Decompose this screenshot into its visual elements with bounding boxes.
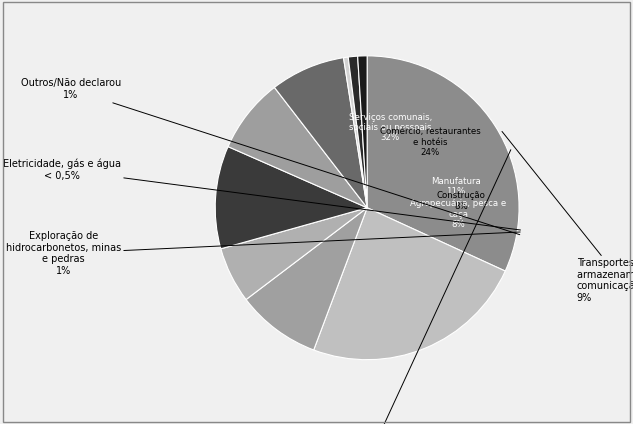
Wedge shape xyxy=(348,56,367,208)
Wedge shape xyxy=(221,208,367,299)
Text: Exploração de
hidrocarbonetos, minas
e pedras
1%: Exploração de hidrocarbonetos, minas e p… xyxy=(6,231,520,276)
Text: Serviços comunais,
sociais ou pessoais
32%: Serviços comunais, sociais ou pessoais 3… xyxy=(349,112,432,142)
Text: Manufatura
11%: Manufatura 11% xyxy=(431,177,480,196)
Wedge shape xyxy=(314,208,505,360)
Wedge shape xyxy=(228,87,367,208)
Text: Transportes,
armazenamento e
comunicação
9%: Transportes, armazenamento e comunicação… xyxy=(502,131,633,303)
Wedge shape xyxy=(344,57,367,208)
Text: Estabelecimentos
financeiros, de seguros
e bens imóveis
6%: Estabelecimentos financeiros, de seguros… xyxy=(311,150,511,424)
Text: Comércio, restaurantes
e hotéis
24%: Comércio, restaurantes e hotéis 24% xyxy=(380,127,481,157)
Text: Eletricidade, gás e água
< 0,5%: Eletricidade, gás e água < 0,5% xyxy=(3,159,520,230)
Wedge shape xyxy=(367,56,519,271)
Wedge shape xyxy=(215,147,367,249)
Wedge shape xyxy=(275,58,367,208)
Wedge shape xyxy=(246,208,367,350)
Wedge shape xyxy=(358,56,367,208)
Text: Construção
8%: Construção 8% xyxy=(437,192,486,211)
Text: Agropecuária, pesca e
caça
8%: Agropecuária, pesca e caça 8% xyxy=(410,199,506,229)
Text: Outros/Não declarou
1%: Outros/Não declarou 1% xyxy=(21,78,520,234)
